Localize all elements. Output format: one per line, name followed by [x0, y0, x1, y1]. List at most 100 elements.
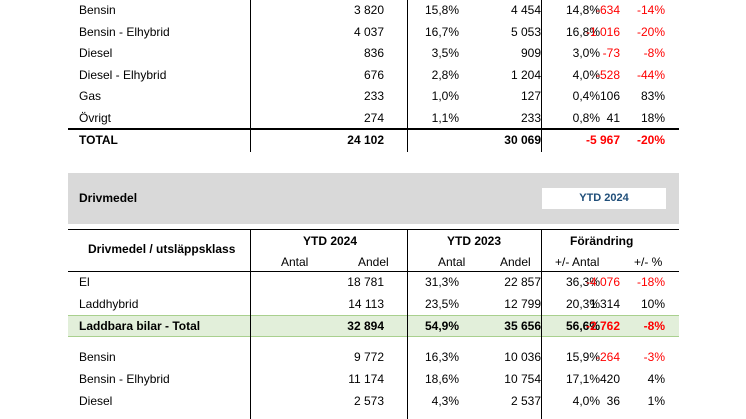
- total-separator-line: [68, 128, 679, 130]
- section-title: Drivmedel: [79, 191, 138, 205]
- row-label: El: [79, 275, 90, 289]
- pct-value: 18%: [640, 111, 665, 125]
- subtotal-pct: -8%: [643, 319, 665, 333]
- diff-value: -73: [602, 46, 620, 61]
- total-pct: -20%: [636, 133, 665, 147]
- table-row: Bensin 9 772 16,3% 10 036 15,9% -264 -3%: [68, 347, 679, 369]
- table-row: Övrigt 274 1,1% 233 0,8% 41 18%: [68, 108, 679, 130]
- pct-value: -20%: [636, 24, 665, 39]
- total-row: TOTAL 24 102 30 069 -5 967 -20%: [68, 130, 679, 152]
- antal-2023: 10 036: [504, 350, 541, 364]
- header-antal-2023: Antal: [438, 255, 466, 269]
- andel-2023: 4,0%: [572, 67, 600, 82]
- subtotal-antal-2024: 32 894: [347, 319, 384, 333]
- table-row: Diesel 2 573 4,3% 2 537 4,0% 36 1%: [68, 391, 679, 413]
- andel-2024: 16,3%: [424, 350, 459, 364]
- antal-2023: 1 204: [510, 67, 541, 82]
- andel-2024: 2,8%: [431, 67, 459, 82]
- pct-value: -14%: [636, 3, 665, 17]
- row-label: Laddhybrid: [79, 296, 139, 311]
- header-andel-2023: Andel: [500, 255, 531, 269]
- antal-2023: 2 537: [510, 394, 541, 408]
- pct-value: 10%: [640, 296, 665, 311]
- pct-value: 1%: [647, 394, 665, 408]
- antal-2023: 22 857: [504, 275, 541, 289]
- diff-value: -264: [595, 350, 620, 364]
- row-label: Gas: [79, 89, 102, 104]
- bottom-vline-1: [250, 229, 251, 419]
- header-diff: +/- Antal: [555, 255, 600, 269]
- header-class-label: Drivmedel / utsläppsklass: [88, 242, 236, 256]
- andel-2024: 16,7%: [424, 24, 459, 39]
- antal-2024: 14 113: [348, 296, 384, 311]
- andel-2024: 15,8%: [424, 3, 459, 17]
- subtotal-label: Laddbara bilar - Total: [79, 319, 201, 333]
- andel-2024: 1,0%: [431, 89, 459, 104]
- antal-2023: 5 053: [510, 24, 541, 39]
- subtotal-andel-2024: 54,9%: [424, 319, 459, 333]
- andel-2023: 17,1%: [565, 372, 600, 386]
- table-row: Bensin 3 820 15,8% 4 454 14,8% -634 -14%: [68, 0, 679, 22]
- subtotal-row: Laddbara bilar - Total 32 894 54,9% 35 6…: [68, 315, 679, 337]
- andel-2023: 4,0%: [572, 394, 600, 408]
- total-label: TOTAL: [79, 133, 118, 147]
- diff-value: -634: [595, 3, 620, 17]
- row-label: Bensin - Elhybrid: [79, 372, 170, 386]
- row-label: Diesel: [79, 394, 113, 408]
- pct-value: 4%: [647, 372, 665, 386]
- subtotal-diff: -2 762: [585, 319, 620, 333]
- bottom-vline-3: [541, 229, 542, 419]
- antal-2024: 836: [363, 46, 384, 61]
- bottom-vline-2: [407, 229, 408, 419]
- antal-2024: 676: [363, 67, 384, 82]
- top-vline-2: [407, 0, 408, 152]
- andel-2023: 3,0%: [572, 46, 600, 61]
- andel-2024: 4,3%: [431, 394, 459, 408]
- andel-2024: 1,1%: [431, 111, 459, 125]
- table-row: El 18 781 31,3% 22 857 36,3% -4 076 -18%: [68, 272, 679, 294]
- header-ytd2024: YTD 2024: [303, 234, 358, 248]
- period-selector[interactable]: YTD 2024: [542, 188, 666, 209]
- diff-value: -1 016: [585, 24, 620, 39]
- andel-2023: 0,4%: [572, 89, 600, 104]
- total-antal-2023: 30 069: [504, 133, 541, 147]
- antal-2023: 10 754: [504, 372, 541, 386]
- andel-2023: 0,8%: [572, 111, 600, 125]
- antal-2023: 127: [520, 89, 541, 104]
- row-label: Bensin: [79, 350, 116, 364]
- table-row: Bensin - Elhybrid 11 174 18,6% 10 754 17,1% 4…: [68, 369, 679, 391]
- row-label: Övrigt: [79, 111, 112, 125]
- diff-value: 1 314: [589, 296, 620, 311]
- andel-2024: 31,3%: [424, 275, 459, 289]
- header-antal-2024: Antal: [281, 255, 309, 269]
- row-label: Diesel: [79, 46, 113, 61]
- total-diff: -5 967: [585, 133, 620, 147]
- diff-value: 36: [606, 394, 620, 408]
- top-vline-1: [250, 0, 251, 152]
- antal-2024: 4 037: [353, 24, 384, 39]
- header-andel-2024: Andel: [358, 255, 389, 269]
- table-row: Diesel 836 3,5% 909 3,0% -73 -8%: [68, 43, 679, 65]
- antal-2024: 3 820: [353, 3, 384, 17]
- header-change: Förändring: [570, 234, 634, 248]
- diff-value: -4 076: [585, 275, 620, 289]
- antal-2023: 4 454: [510, 3, 541, 17]
- pct-value: -44%: [636, 67, 665, 82]
- antal-2023: 233: [520, 111, 541, 125]
- header-pct: +/- %: [634, 255, 663, 269]
- pct-value: -3%: [643, 350, 665, 364]
- antal-2024: 274: [363, 111, 384, 125]
- top-vline-3: [541, 0, 542, 152]
- diff-value: 106: [599, 89, 620, 104]
- table-row: Diesel - Elhybrid 676 2,8% 1 204 4,0% -528 -44…: [68, 65, 679, 87]
- pct-value: -8%: [643, 46, 665, 61]
- subtotal-antal-2023: 35 656: [504, 319, 541, 333]
- row-label: Bensin: [79, 3, 116, 17]
- subtotal-andel-2023: 56,6%: [565, 319, 600, 333]
- diff-value: 41: [606, 111, 620, 125]
- header-top-line: [68, 229, 679, 230]
- diff-value: -528: [595, 67, 620, 82]
- table-row: Gas 233 1,0% 127 0,4% 106 83%: [68, 86, 679, 108]
- andel-2023: 14,8%: [565, 3, 600, 17]
- antal-2024: 233: [363, 89, 384, 104]
